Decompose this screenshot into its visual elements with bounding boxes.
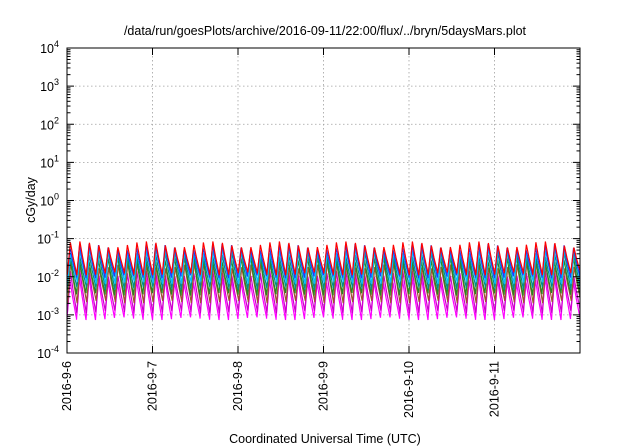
y-tick-label: 101 xyxy=(40,153,59,170)
y-tick-label: 100 xyxy=(40,192,59,209)
y-tick-exponent: 1 xyxy=(54,153,59,163)
x-tick-label: 2016-9-8 xyxy=(231,361,245,411)
x-tick-label: 2016-9-10 xyxy=(402,361,416,418)
y-tick-exponent: 4 xyxy=(54,39,59,49)
x-tick-label: 2016-9-9 xyxy=(317,361,331,411)
x-tick-label: 2016-9-7 xyxy=(146,361,160,411)
series-line xyxy=(67,241,580,276)
y-tick-exponent: -3 xyxy=(51,306,59,316)
x-axis-label: Coordinated Universal Time (UTC) xyxy=(229,432,421,446)
y-tick-label: 102 xyxy=(40,115,59,132)
y-tick-label: 10-3 xyxy=(37,306,59,323)
y-tick-exponent: -1 xyxy=(51,230,59,240)
y-tick-label: 103 xyxy=(40,77,59,94)
y-tick-label: 10-1 xyxy=(37,230,59,247)
chart-title: /data/run/goesPlots/archive/2016-09-11/2… xyxy=(124,24,527,38)
x-tick-label: 2016-9-6 xyxy=(60,361,74,411)
y-tick-label: 104 xyxy=(40,39,59,56)
series-group xyxy=(67,241,580,321)
y-tick-label: 10-4 xyxy=(37,344,59,361)
y-tick-exponent: 2 xyxy=(54,115,59,125)
y-axis-label: cGy/day xyxy=(24,176,38,223)
y-tick-exponent: 3 xyxy=(54,77,59,87)
y-tick-exponent: -2 xyxy=(51,268,59,278)
y-tick-exponent: 0 xyxy=(54,192,59,202)
y-tick-exponent: -4 xyxy=(51,344,59,354)
x-tick-label: 2016-9-11 xyxy=(488,361,502,417)
y-tick-label: 10-2 xyxy=(37,268,59,285)
